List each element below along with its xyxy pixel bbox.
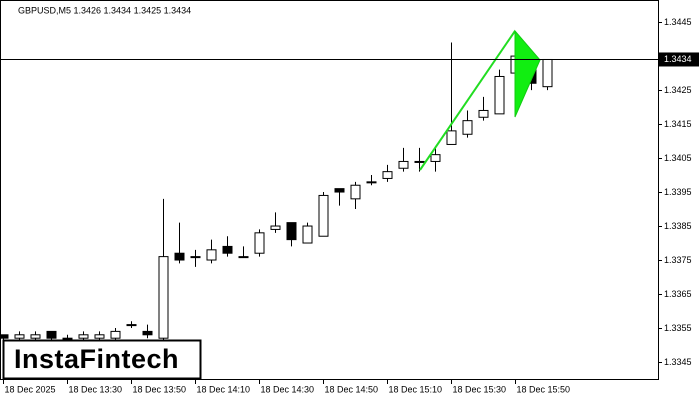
y-tick-label: 1.3355: [664, 323, 692, 333]
candle-body: [350, 184, 361, 200]
candle-body: [334, 188, 345, 193]
candle-body: [62, 337, 73, 340]
current-price-label: 1.3434: [664, 54, 692, 64]
x-tick-label: 18 Dec 2025: [5, 384, 56, 394]
candle-body: [286, 222, 297, 241]
y-tick-label: 1.3425: [664, 85, 692, 95]
x-tick-label: 18 Dec 13:50: [133, 384, 187, 394]
candle-body: [446, 130, 457, 145]
candle-body: [0, 334, 9, 339]
candle-body: [398, 160, 409, 169]
candle-body: [94, 334, 105, 339]
overlay: 1.3434: [0, 52, 699, 67]
candle-body: [222, 245, 233, 254]
logo: InstaFintech: [14, 344, 179, 374]
candle-body: [270, 225, 281, 230]
pennant-pattern: [419, 29, 541, 171]
candle-body: [126, 324, 137, 327]
x-tick-label: 18 Dec 14:50: [325, 384, 379, 394]
logo-frame: [2, 339, 202, 380]
candle-body: [478, 109, 489, 118]
candle-body: [382, 171, 393, 179]
candle-body: [430, 154, 441, 162]
candle-body: [414, 160, 425, 163]
candle-body: [462, 120, 473, 135]
candle-body: [542, 58, 553, 88]
y-tick-label: 1.3375: [664, 255, 692, 265]
candle-body: [14, 334, 25, 339]
candle-body: [238, 256, 249, 259]
candle-body: [174, 252, 185, 261]
pennant-flag: [514, 29, 541, 118]
candle-body: [46, 330, 57, 339]
x-tick-label: 18 Dec 15:10: [389, 384, 443, 394]
pennant-pole: [419, 30, 516, 171]
candle-body: [494, 75, 505, 115]
y-tick-label: 1.3385: [664, 221, 692, 231]
candle-body: [190, 256, 201, 259]
candle-body: [142, 330, 153, 336]
y-tick-label: 1.3445: [664, 17, 692, 27]
candle-body: [302, 225, 313, 244]
y-tick-label: 1.3405: [664, 153, 692, 163]
candle-body: [254, 232, 265, 254]
x-tick-label: 18 Dec 15:30: [453, 384, 507, 394]
plot-frame: [0, 0, 659, 380]
candle-body: [78, 334, 89, 339]
candle-body: [110, 330, 121, 339]
x-tick-label: 18 Dec 14:10: [197, 384, 251, 394]
candle-body: [318, 194, 329, 237]
x-tick-label: 18 Dec 15:50: [517, 384, 571, 394]
x-tick-label: 18 Dec 13:30: [69, 384, 123, 394]
logo-box: InstaFintech: [2, 339, 202, 380]
candle-body: [206, 249, 217, 261]
candle-body: [366, 181, 377, 184]
current-price-tag: [659, 52, 699, 67]
x-tick-label: 18 Dec 14:30: [261, 384, 315, 394]
candle-body: [158, 256, 169, 339]
candle-body: [30, 334, 41, 339]
chart-title: GBPUSD,M5 1.3426 1.3434 1.3425 1.3434: [18, 5, 191, 15]
y-tick-label: 1.3415: [664, 119, 692, 129]
y-tick-label: 1.3365: [664, 289, 692, 299]
y-tick-label: 1.3395: [664, 187, 692, 197]
y-tick-label: 1.3345: [664, 357, 692, 367]
